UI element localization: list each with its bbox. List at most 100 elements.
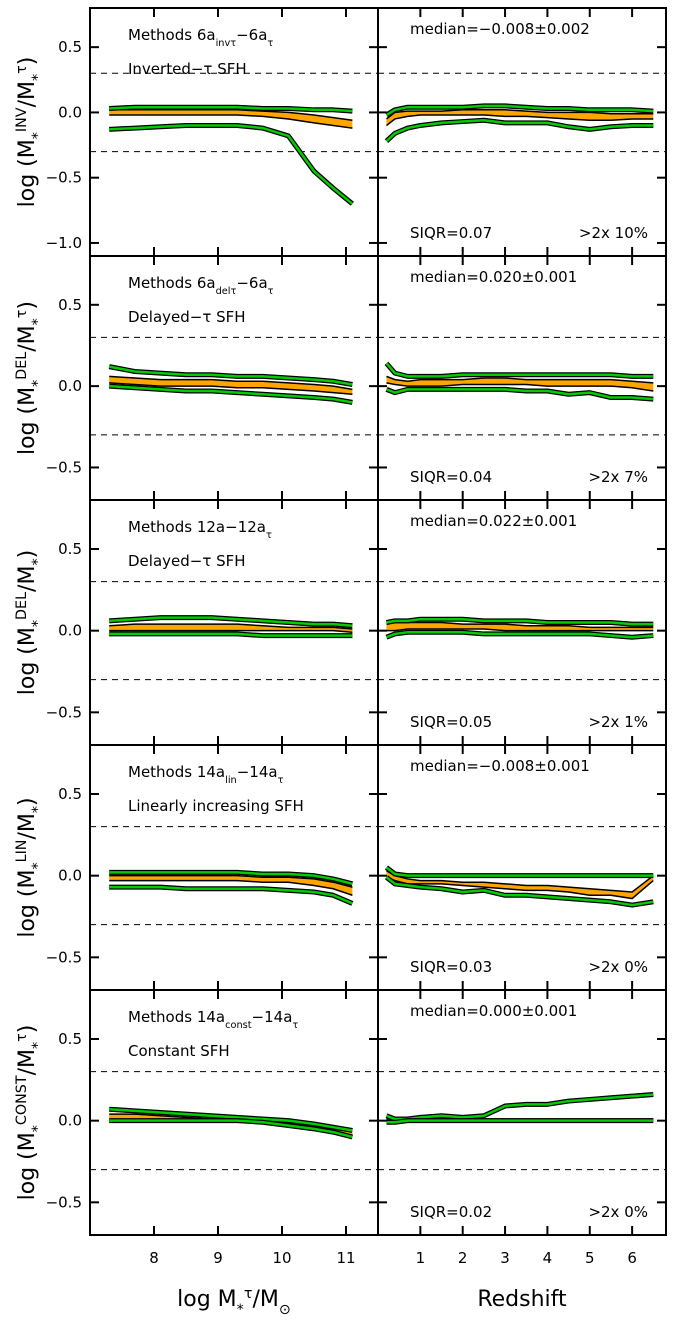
panel-frame [377,7,667,257]
method-label-part: τ [292,1020,298,1031]
y-axis-label-part: log (M [15,627,40,695]
y-axis-label-part: * [30,132,46,139]
quartile-line [385,104,654,117]
y-axis-label-part: CONST [14,1075,30,1125]
y-axis-label-part: * [30,558,46,565]
y-axis-label-part: /M [15,813,40,839]
y-axis-label-part: log (M [15,139,40,207]
y-axis-label-part: * [30,806,46,813]
method-label-part: τ [266,530,272,541]
median-band-edge [386,628,654,632]
y-axis-label-part: /M [15,81,40,107]
method-label-part: const [225,1020,252,1031]
quartile-line [109,616,353,628]
y-tick-label: 0.0 [58,1112,82,1130]
method-label-part: τ [278,775,284,786]
x-tick-label: 6 [627,1249,637,1267]
y-axis-label-part: ) [15,550,40,559]
fraction-label: >2x 1% [588,713,648,731]
y-axis-label-part: /M [15,1049,40,1075]
method-label-part: −14a [252,1008,293,1026]
method-label-part: lin [225,775,237,786]
y-tick-label: 0.5 [58,38,82,56]
x-tick-label: 4 [543,1249,553,1267]
quartile-line [109,124,354,205]
sfh-label: Delayed−τ SFH [128,308,246,326]
x-tick-label: 3 [500,1249,510,1267]
method-label: Methods 12a−12aτ [128,518,272,541]
y-tick-label: 0.0 [58,377,82,395]
sfh-label: Linearly increasing SFH [128,797,304,815]
method-label: Methods 14alin−14aτ [128,763,284,786]
method-label-part: −14a [237,763,278,781]
median-band-edge [109,879,353,896]
y-axis-label-part: * [30,1125,46,1132]
y-axis-label-part: DEL [14,352,30,380]
method-label-part: Methods 6a [128,274,216,292]
y-tick-label: −1.0 [46,234,82,252]
x-tick-label: 8 [149,1249,159,1267]
y-axis-label: log (M*INV/M*τ) [14,57,46,208]
y-axis-label-part: DEL [14,592,30,620]
fraction-label: >2x 0% [588,1203,648,1221]
y-axis-label: log (M*LIN/M*) [14,797,46,937]
y-axis-label-part: * [30,380,46,387]
median-band-edge [386,382,654,392]
median-band-edge [109,375,353,391]
quartile-line [109,871,353,886]
y-tick-label: 0.5 [58,785,82,803]
y-tick-label: 0.0 [58,622,82,640]
method-label-part: −6a [236,274,267,292]
sfh-label: Inverted−τ SFH [128,60,247,78]
quartile-line [385,119,654,143]
y-axis-label-part: * [30,620,46,627]
method-label-part: τ [267,38,273,49]
y-tick-label: −0.5 [46,703,82,721]
x-axis-label: Redshift [477,1287,567,1312]
y-tick-label: −0.5 [46,1193,82,1211]
median-label: median=0.000±0.001 [410,1002,577,1020]
x-axis-label-part: * [237,1302,244,1318]
method-label-part: delτ [216,286,237,297]
x-tick-label: 9 [213,1249,223,1267]
method-label-part: Methods 14a [128,1008,225,1026]
method-label-part: Methods 12a−12a [128,518,266,536]
x-axis-label-part: log M [177,1287,237,1312]
quartile-line [109,384,353,404]
x-axis-label: log M*τ/M⊙ [177,1286,291,1318]
x-tick-label: 11 [336,1249,355,1267]
panel-frame [377,989,667,1236]
fraction-label: >2x 7% [588,468,648,486]
quartile-line [108,365,353,386]
y-axis-label: log (M*CONST/M*τ) [14,1025,46,1201]
y-axis-label-part: ) [15,1025,40,1034]
y-tick-label: 0.0 [58,867,82,885]
y-axis-label: log (M*DEL/M*) [14,550,46,695]
y-axis-label-part: * [30,74,46,81]
y-axis-label-part: log (M [15,387,40,455]
y-axis-label-part: LIN [14,840,30,863]
quartile-line [109,885,353,905]
y-tick-label: −0.5 [46,458,82,476]
sfh-label: Delayed−τ SFH [128,552,246,570]
x-tick-label: 1 [416,1249,426,1267]
method-label-part: invτ [216,38,237,49]
quartile-line [385,362,654,378]
y-axis-label-part: ) [15,301,40,310]
y-axis-label-part: /M [15,325,40,351]
siqr-label: SIQR=0.05 [410,713,492,731]
panel-frame [377,744,667,991]
siqr-label: SIQR=0.02 [410,1203,492,1221]
median-band-edge [386,114,654,127]
y-axis-label-part: ) [15,57,40,66]
median-band-edge [386,375,654,384]
method-label: Methods 14aconst−14aτ [128,1008,298,1031]
y-axis-label-part: * [30,1042,46,1049]
x-tick-label: 2 [458,1249,468,1267]
median-band [109,376,353,395]
fraction-label: >2x 10% [579,224,648,242]
x-axis-label-part: ⊙ [279,1302,291,1318]
median-label: median=0.020±0.001 [410,268,577,286]
median-band-edge [386,109,654,120]
